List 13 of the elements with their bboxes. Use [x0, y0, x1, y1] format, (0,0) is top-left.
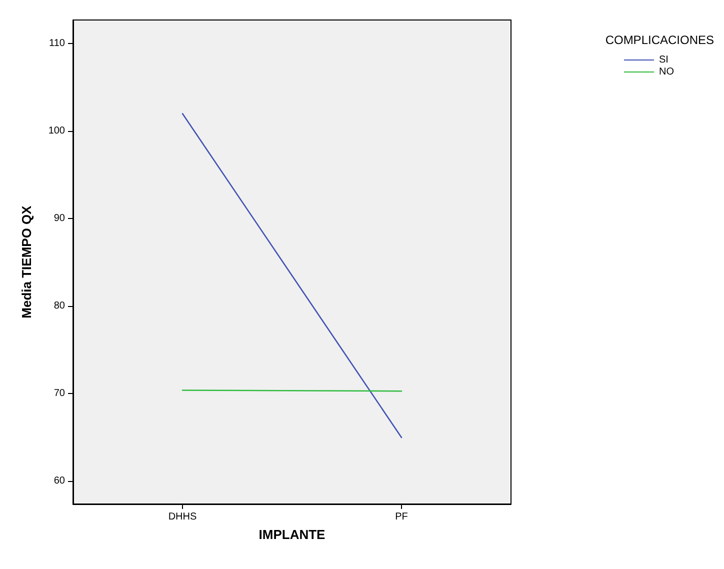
- x-tick-label: PF: [395, 512, 408, 522]
- y-tick-label: 60: [54, 476, 66, 487]
- y-tick-label: 70: [54, 388, 66, 400]
- legend-label: SI: [659, 54, 668, 66]
- y-tick-label: 80: [54, 300, 66, 312]
- y-axis-title: Media TIEMPO QX: [19, 205, 34, 318]
- legend-title: COMPLICACIONES: [605, 33, 714, 47]
- x-axis-title: IMPLANTE: [258, 527, 326, 542]
- y-tick-label: 90: [54, 213, 66, 224]
- legend-label: NO: [659, 66, 674, 78]
- y-tick-label: 100: [48, 126, 66, 137]
- y-tick-label: 110: [49, 38, 66, 50]
- x-tick-label: DHHS: [168, 512, 197, 522]
